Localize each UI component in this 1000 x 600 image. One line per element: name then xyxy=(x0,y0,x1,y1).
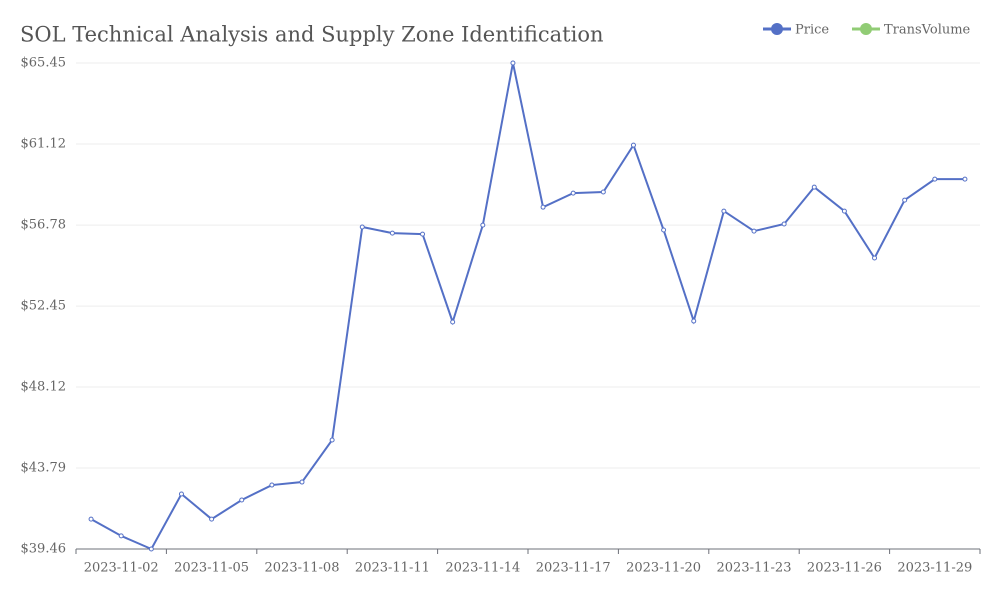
legend-label: TransVolume xyxy=(884,23,971,38)
data-point xyxy=(751,228,757,234)
x-tick-label: 2023-11-20 xyxy=(626,561,701,576)
data-point xyxy=(269,482,275,488)
data-point xyxy=(359,224,365,230)
data-point xyxy=(932,176,938,182)
data-point xyxy=(600,189,606,195)
data-point xyxy=(329,437,335,443)
legend-marker xyxy=(771,23,783,35)
legend-label: Price xyxy=(795,23,829,38)
data-point xyxy=(781,221,787,227)
y-tick-label: $52.45 xyxy=(21,299,67,314)
data-point xyxy=(962,176,968,182)
data-point xyxy=(721,208,727,214)
x-tick-label: 2023-11-02 xyxy=(84,561,159,576)
y-tick-label: $65.45 xyxy=(21,56,67,71)
data-point xyxy=(510,60,516,66)
data-point xyxy=(811,184,817,190)
chart-title: SOL Technical Analysis and Supply Zone I… xyxy=(20,23,604,47)
x-tick-label: 2023-11-14 xyxy=(445,561,520,576)
data-point xyxy=(570,190,576,196)
x-tick-label: 2023-11-29 xyxy=(897,561,972,576)
data-point xyxy=(420,231,426,237)
data-point xyxy=(178,491,184,497)
legend-marker xyxy=(860,23,872,35)
data-point xyxy=(88,516,94,522)
data-point xyxy=(389,230,395,236)
x-tick-label: 2023-11-26 xyxy=(807,561,882,576)
x-tick-label: 2023-11-17 xyxy=(536,561,611,576)
data-point xyxy=(209,516,215,522)
data-point xyxy=(661,227,667,233)
data-point xyxy=(450,319,456,325)
x-tick-label: 2023-11-05 xyxy=(174,561,249,576)
data-point xyxy=(841,208,847,214)
data-point xyxy=(902,197,908,203)
y-tick-label: $61.12 xyxy=(21,136,67,151)
data-point xyxy=(148,546,154,552)
y-tick-label: $43.79 xyxy=(21,461,67,476)
x-tick-label: 2023-11-08 xyxy=(265,561,340,576)
price-line xyxy=(90,62,965,551)
y-tick-label: $56.78 xyxy=(21,218,67,233)
data-point xyxy=(872,255,878,261)
data-point xyxy=(118,533,124,539)
x-tick-label: 2023-11-11 xyxy=(355,561,430,576)
data-point xyxy=(691,318,697,324)
y-tick-label: $48.12 xyxy=(21,380,67,395)
x-tick-label: 2023-11-23 xyxy=(717,561,792,576)
data-point xyxy=(239,497,245,503)
data-point xyxy=(630,142,636,148)
y-tick-label: $39.46 xyxy=(21,542,67,557)
data-point xyxy=(480,222,486,228)
data-point xyxy=(540,204,546,210)
data-point xyxy=(299,479,305,485)
